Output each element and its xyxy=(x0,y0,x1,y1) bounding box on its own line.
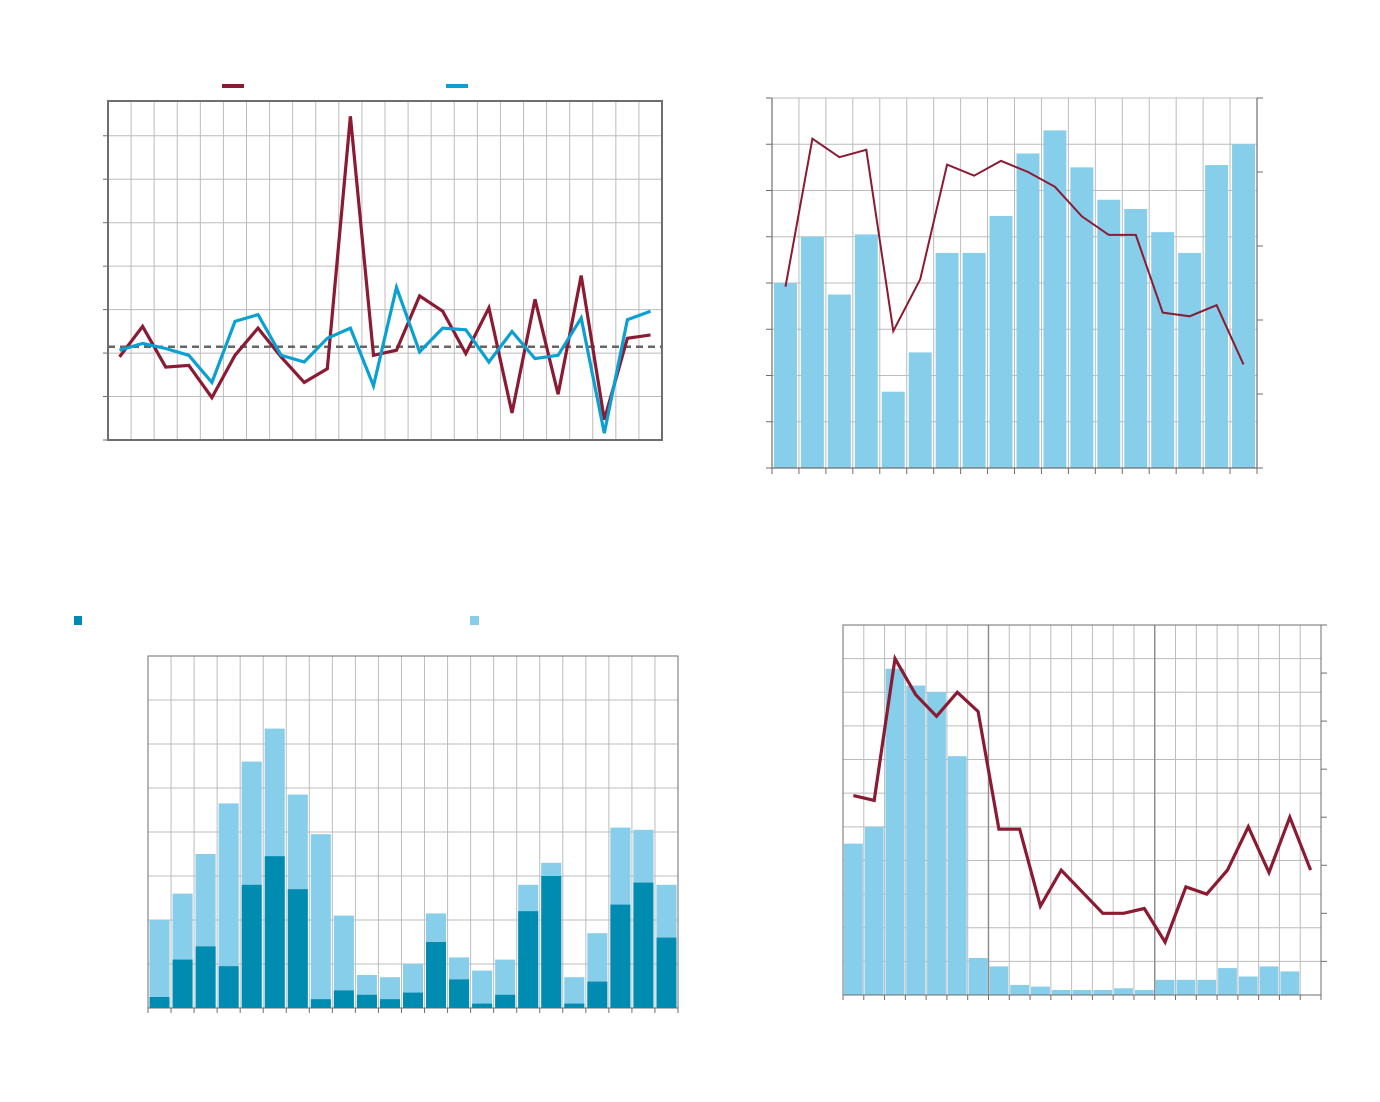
legend-swatch-series-2 xyxy=(470,616,479,625)
bar-segment-total xyxy=(149,920,170,1008)
overlay-line xyxy=(853,653,1313,946)
bar-segment-total xyxy=(564,977,585,1008)
bar-segment-base xyxy=(218,966,239,1008)
bar-segment-base xyxy=(449,979,470,1008)
bar-segment-base xyxy=(172,959,193,1008)
bar xyxy=(774,283,797,468)
bar xyxy=(989,215,1013,468)
bar xyxy=(1205,165,1229,468)
bar xyxy=(1093,989,1113,995)
bar-segment-base xyxy=(402,992,424,1008)
bar xyxy=(1043,130,1067,468)
bar xyxy=(1176,979,1196,995)
bar xyxy=(1134,989,1154,995)
bar xyxy=(1197,979,1217,995)
bar xyxy=(1010,984,1030,995)
bar xyxy=(1114,988,1133,995)
bar xyxy=(906,685,926,995)
plot-frame xyxy=(107,100,663,441)
bar xyxy=(927,692,946,995)
bar xyxy=(844,843,863,995)
overlay-line xyxy=(784,137,1245,365)
bar xyxy=(1232,144,1255,468)
bar-chart-top-right xyxy=(766,97,1263,474)
bar-segment-base xyxy=(633,882,654,1008)
series-line-1 xyxy=(118,116,651,421)
bar xyxy=(1031,986,1050,995)
bar-segment-base xyxy=(264,856,285,1008)
bar xyxy=(1124,209,1148,468)
bar xyxy=(854,234,878,468)
bar-segment-base xyxy=(610,904,631,1008)
bar xyxy=(1070,167,1094,468)
bar xyxy=(1259,966,1279,995)
bar xyxy=(947,756,967,995)
bar-segment-base xyxy=(333,990,354,1008)
series-line-2 xyxy=(119,281,652,434)
bar xyxy=(1072,989,1092,995)
bar-segment-base xyxy=(472,1003,493,1008)
bar xyxy=(800,236,824,468)
bar-segment-base xyxy=(495,994,516,1008)
bar xyxy=(1218,968,1237,995)
bar xyxy=(1155,979,1175,995)
bar-segment-base xyxy=(518,911,539,1008)
bar-segment-base xyxy=(310,999,331,1008)
bar xyxy=(1016,153,1040,468)
stacked-bar-chart-bottom-left xyxy=(74,616,679,1013)
bar-segment-base xyxy=(564,1003,585,1008)
bar xyxy=(827,294,851,468)
bar-segment-total xyxy=(218,803,239,1008)
bar xyxy=(864,826,884,995)
legend-swatch-series-1 xyxy=(74,616,82,625)
bar xyxy=(935,252,959,468)
bar-segment-base xyxy=(149,997,170,1008)
bar xyxy=(962,252,986,468)
bar-segment-base xyxy=(541,876,562,1008)
bar-segment-total xyxy=(333,915,354,1008)
bar xyxy=(881,391,905,468)
bar xyxy=(908,352,932,468)
bar-segment-base xyxy=(287,889,308,1008)
bar xyxy=(968,958,988,995)
bar-segment-base xyxy=(241,884,262,1008)
bar xyxy=(1178,252,1202,468)
bar-segment-total xyxy=(472,970,493,1008)
bar-chart-bottom-right xyxy=(842,624,1327,1000)
bar-segment-base xyxy=(426,942,447,1008)
bar xyxy=(885,668,905,995)
bar xyxy=(1238,976,1258,995)
bar-segment-base xyxy=(587,981,608,1008)
bar-segment-base xyxy=(356,994,377,1008)
plot-frame xyxy=(842,624,1322,996)
bar-segment-base xyxy=(656,937,677,1008)
bar-segment-total xyxy=(310,834,331,1008)
line-chart-top-left xyxy=(103,84,663,441)
bar xyxy=(1151,232,1175,468)
bar xyxy=(1280,971,1300,995)
bar xyxy=(1051,989,1071,995)
bar xyxy=(1097,199,1121,468)
bar xyxy=(989,966,1009,995)
bar-segment-base xyxy=(379,999,400,1008)
bar-segment-base xyxy=(195,946,216,1008)
